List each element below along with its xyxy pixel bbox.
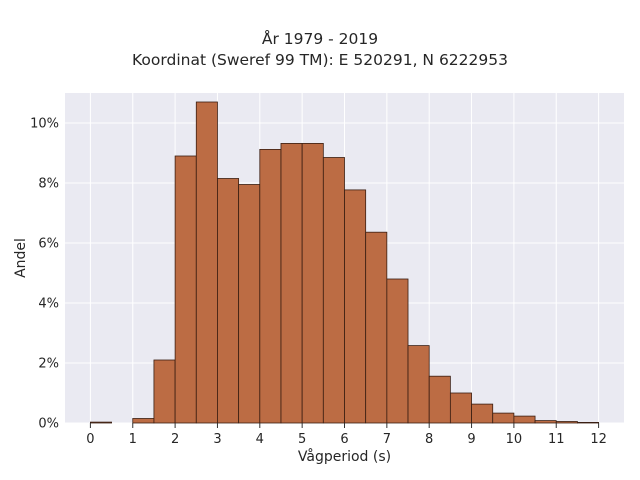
x-tick-label: 1 (129, 432, 137, 447)
x-tick-label: 10 (506, 432, 523, 447)
histogram-bar (174, 155, 197, 424)
histogram-bar (471, 403, 494, 424)
chart-subtitle: Koordinat (Sweref 99 TM): E 520291, N 62… (132, 51, 508, 69)
histogram-bar (577, 421, 599, 424)
histogram-bar (407, 345, 430, 424)
x-axis-ticks: 0 1 2 3 4 5 6 7 8 9 10 11 12 (86, 423, 607, 447)
x-tick-label: 3 (213, 432, 221, 447)
y-tick-label: 4% (38, 297, 59, 312)
histogram-bar (280, 142, 303, 424)
y-tick-label: 8% (38, 177, 59, 192)
histogram-bar (238, 184, 261, 424)
x-tick-label: 8 (425, 432, 433, 447)
histogram-bar (217, 178, 240, 424)
bars (90, 101, 599, 424)
histogram-bar (386, 278, 409, 424)
x-tick-label: 0 (86, 432, 94, 447)
y-tick-label: 10% (30, 117, 59, 132)
y-tick-label: 6% (38, 237, 59, 252)
x-axis-label: Vågperiod (s) (298, 448, 391, 465)
x-tick-label: 2 (171, 432, 179, 447)
x-tick-label: 11 (548, 432, 565, 447)
histogram-bar (344, 189, 367, 424)
histogram-bar (365, 231, 388, 424)
x-tick-label: 6 (340, 432, 348, 447)
y-tick-label: 0% (38, 417, 59, 432)
histogram-bar (492, 412, 515, 424)
x-tick-label: 7 (383, 432, 391, 447)
x-tick-label: 12 (590, 432, 607, 447)
histogram-bar (555, 421, 578, 424)
histogram-bar (428, 375, 451, 424)
histogram-bar (513, 415, 536, 424)
histogram-bar (259, 148, 282, 424)
y-axis-label: Andel (13, 238, 29, 278)
histogram-bar (534, 420, 557, 424)
x-tick-label: 5 (298, 432, 306, 447)
x-tick-label: 4 (256, 432, 264, 447)
histogram-bar (195, 101, 218, 424)
chart-title: År 1979 - 2019 (261, 30, 379, 48)
histogram-bar (90, 421, 112, 424)
x-tick-label: 9 (467, 432, 475, 447)
histogram-bar (132, 418, 155, 424)
y-axis-ticks: 0% 2% 4% 6% 8% 10% (30, 117, 59, 432)
histogram-bar (301, 142, 324, 424)
histogram-bar (153, 359, 176, 424)
y-tick-label: 2% (38, 357, 59, 372)
histogram-bar (322, 157, 345, 424)
histogram-bar (449, 392, 472, 424)
